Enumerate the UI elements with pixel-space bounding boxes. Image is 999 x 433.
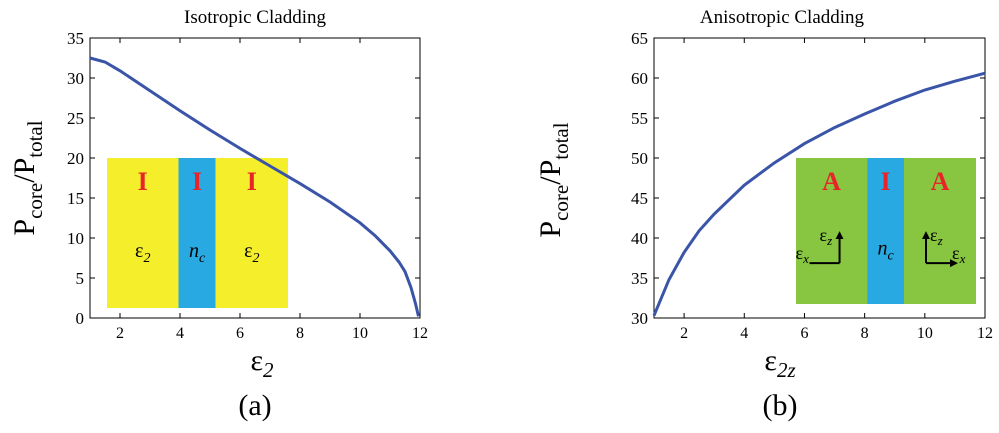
y-tick-label: 10 [67,229,84,248]
y-tick-label: 55 [631,109,648,128]
y-axis-label: Pcore/Ptotal [534,122,573,237]
x-tick-label: 12 [977,325,993,342]
x-axis-label: ε2z [764,344,795,382]
panel-b: Anisotropic Cladding 2 4 6 8 10 12 30 35 40 45 50 5… [534,7,993,422]
inset-layer [215,158,288,308]
data-line [652,71,986,317]
x-axis-label: ε2 [250,344,274,382]
x-tick-label: 10 [917,325,933,342]
y-tick-label: 20 [67,149,84,168]
inset-layer [904,158,976,304]
x-tick-label: 6 [236,325,244,342]
inset-layer [178,158,216,308]
y-tick-label: 35 [631,269,648,288]
inset-layer-tag: I [138,167,148,196]
inset-layer-tag: I [192,167,202,196]
inset-layer [796,158,868,304]
inset-layer-symbol: nc [877,237,894,263]
panel-a: Isotropic Cladding 2 4 6 8 10 12 0 5 10 15 20 25 30 3… [8,7,428,422]
y-tick-label: 5 [76,269,85,288]
inset-layer [107,158,179,308]
z-axis-label: εz [820,225,833,248]
plot-frame [89,37,421,319]
chart-title: Isotropic Cladding [184,7,326,28]
y-tick-label: 60 [631,69,648,88]
axis-ticks: 2 4 6 8 10 12 0 5 10 15 20 25 30 35 [67,29,428,342]
inset-layer [867,158,904,304]
chart-title: Anisotropic Cladding [700,7,865,28]
inset-layer-symbol: ε2 [135,240,150,266]
x-tick-label: 10 [352,325,368,342]
plot-frame [653,37,986,319]
y-axis-label: Pcore/Ptotal [8,120,47,235]
y-tick-label: 50 [631,149,648,168]
inset-layer-tag: A [931,167,950,196]
x-axis-label-inset: εx [796,243,810,266]
x-tick-label: 8 [861,325,869,342]
inset-layer-symbol: nc [189,240,206,266]
x-tick-label: 4 [740,325,748,342]
y-tick-label: 30 [67,69,84,88]
y-tick-label: 15 [67,189,84,208]
x-tick-label: 6 [800,325,808,342]
panel-label: (a) [238,389,271,422]
axis-ticks: 2 4 6 8 10 12 30 35 40 45 50 55 60 65 [631,29,993,342]
z-axis-label: εz [930,225,943,248]
x-tick-label: 2 [116,325,124,342]
inset-layer-tag: A [822,167,841,196]
y-tick-label: 40 [631,229,648,248]
inset-diagram: Iε2 Inc Iε2 [107,158,288,308]
x-tick-label: 4 [176,325,184,342]
y-tick-label: 0 [76,309,85,328]
x-tick-label: 12 [412,325,428,342]
y-tick-label: 35 [67,29,84,48]
x-tick-label: 2 [680,325,688,342]
data-line [89,56,420,317]
y-tick-label: 65 [631,29,648,48]
inset-layer-tag: I [247,167,257,196]
inset-layer-tag: I [880,167,890,196]
y-tick-label: 45 [631,189,648,208]
x-axis-label-inset: εx [952,243,966,266]
panel-label: (b) [763,389,798,422]
y-tick-label: 30 [631,309,648,328]
x-tick-label: 8 [296,325,304,342]
inset-layer-symbol: ε2 [244,240,259,266]
y-tick-label: 25 [67,109,84,128]
